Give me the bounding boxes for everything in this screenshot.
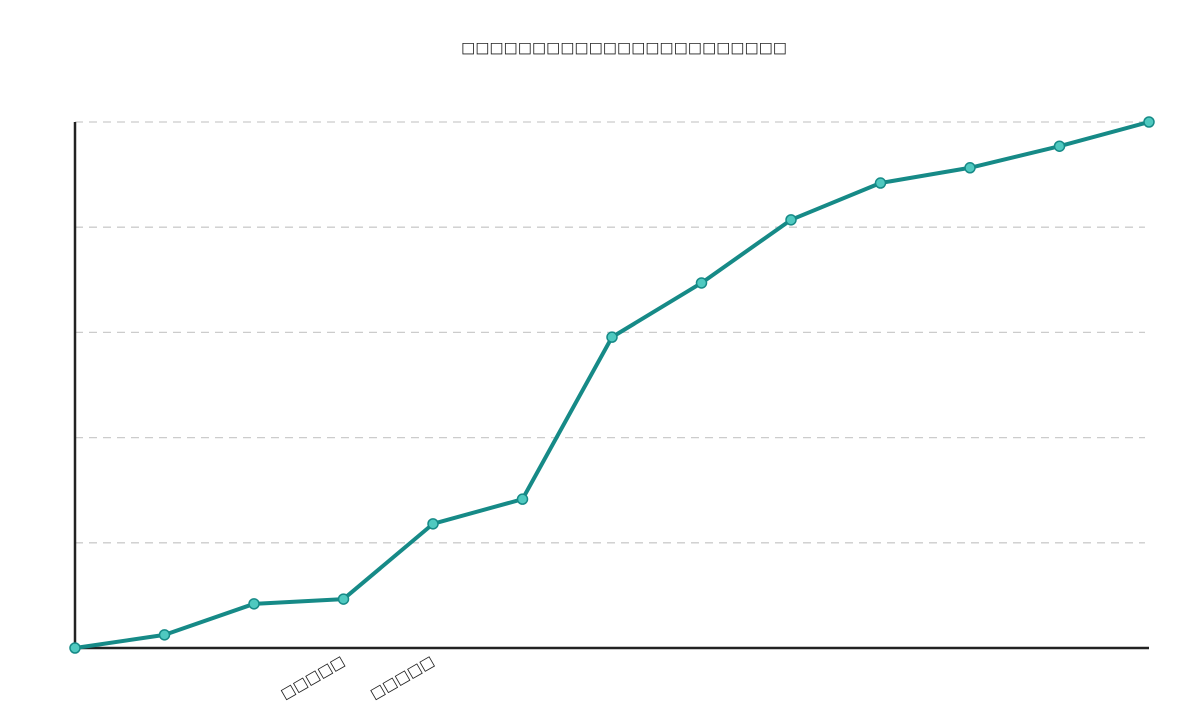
marker: [427, 518, 439, 530]
marker: [248, 598, 260, 610]
marker: [606, 331, 618, 343]
marker: [337, 593, 350, 605]
marker: [785, 214, 797, 226]
chart-title: □□□□□□□□□□□□□□□□□□□□□□□: [461, 39, 787, 57]
line: [74, 120, 1150, 650]
marker: [695, 277, 708, 289]
marker: [874, 177, 887, 189]
x-tick-label: □□□□□: [277, 652, 347, 703]
marker: [1053, 140, 1066, 152]
marker: [964, 162, 976, 174]
x-tick-label: □□□□□: [367, 652, 437, 703]
marker: [1143, 116, 1155, 128]
marker: [158, 629, 171, 641]
marker: [516, 493, 529, 505]
marker: [69, 642, 81, 654]
